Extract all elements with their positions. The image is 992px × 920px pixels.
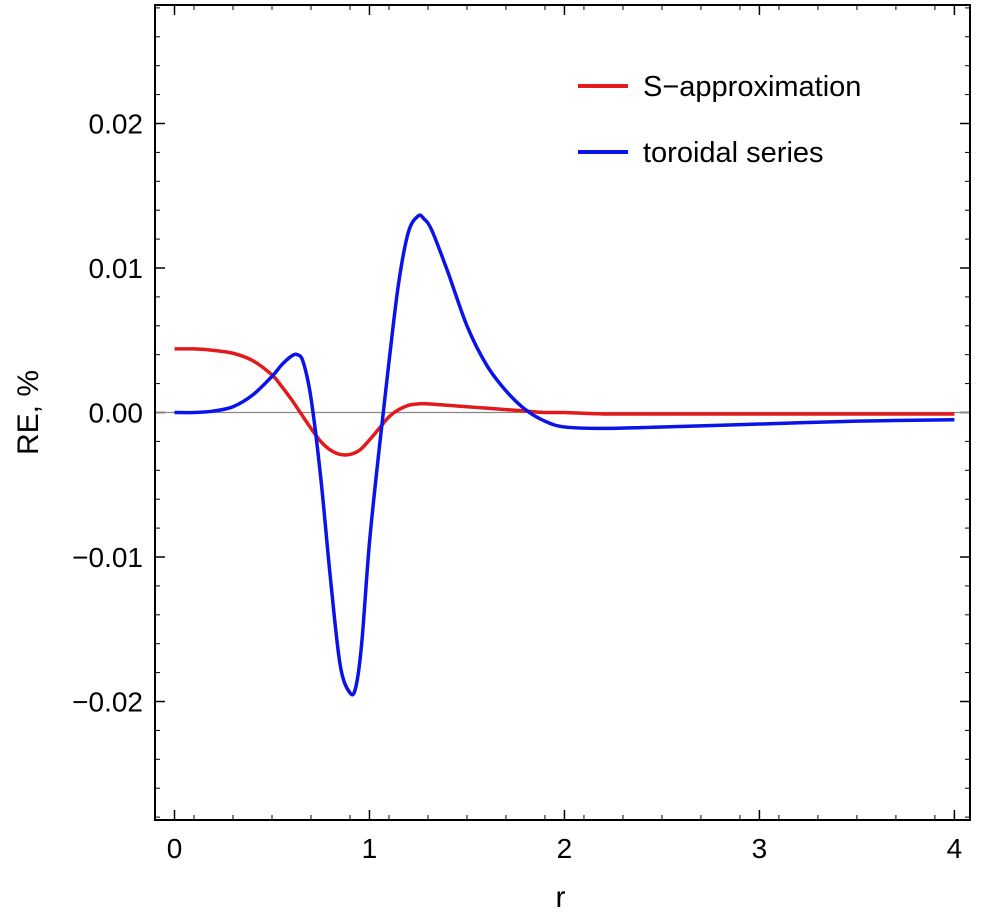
legend-label-s-approximation: S−approximation xyxy=(643,71,861,103)
legend-label-toroidal-series: toroidal series xyxy=(643,137,824,169)
x-tick-label: 1 xyxy=(362,833,378,864)
plot-frame xyxy=(154,4,971,821)
y-tick-label: 0.01 xyxy=(89,253,144,284)
y-tick-label: −0.01 xyxy=(72,542,143,573)
legend: S−approximation toroidal series xyxy=(578,71,861,169)
x-tick-label: 4 xyxy=(947,833,963,864)
series-line-toroidal-series xyxy=(174,213,955,697)
labels-layer: 0 1 2 3 4 0.02 0.01 0.00 −0.01 −0.02 xyxy=(72,108,962,864)
x-axis-label: r xyxy=(556,881,566,914)
series-line-s-approximation xyxy=(174,347,955,457)
y-tick-label: 0.02 xyxy=(89,108,144,139)
y-tick-label: −0.02 xyxy=(72,687,143,718)
x-tick-label: 3 xyxy=(752,833,768,864)
y-axis-label: RE, % xyxy=(12,370,45,455)
y-tick-label: 0.00 xyxy=(89,398,144,429)
x-tick-label: 2 xyxy=(557,833,573,864)
series-layer xyxy=(174,213,955,697)
x-tick-label: 0 xyxy=(167,833,183,864)
